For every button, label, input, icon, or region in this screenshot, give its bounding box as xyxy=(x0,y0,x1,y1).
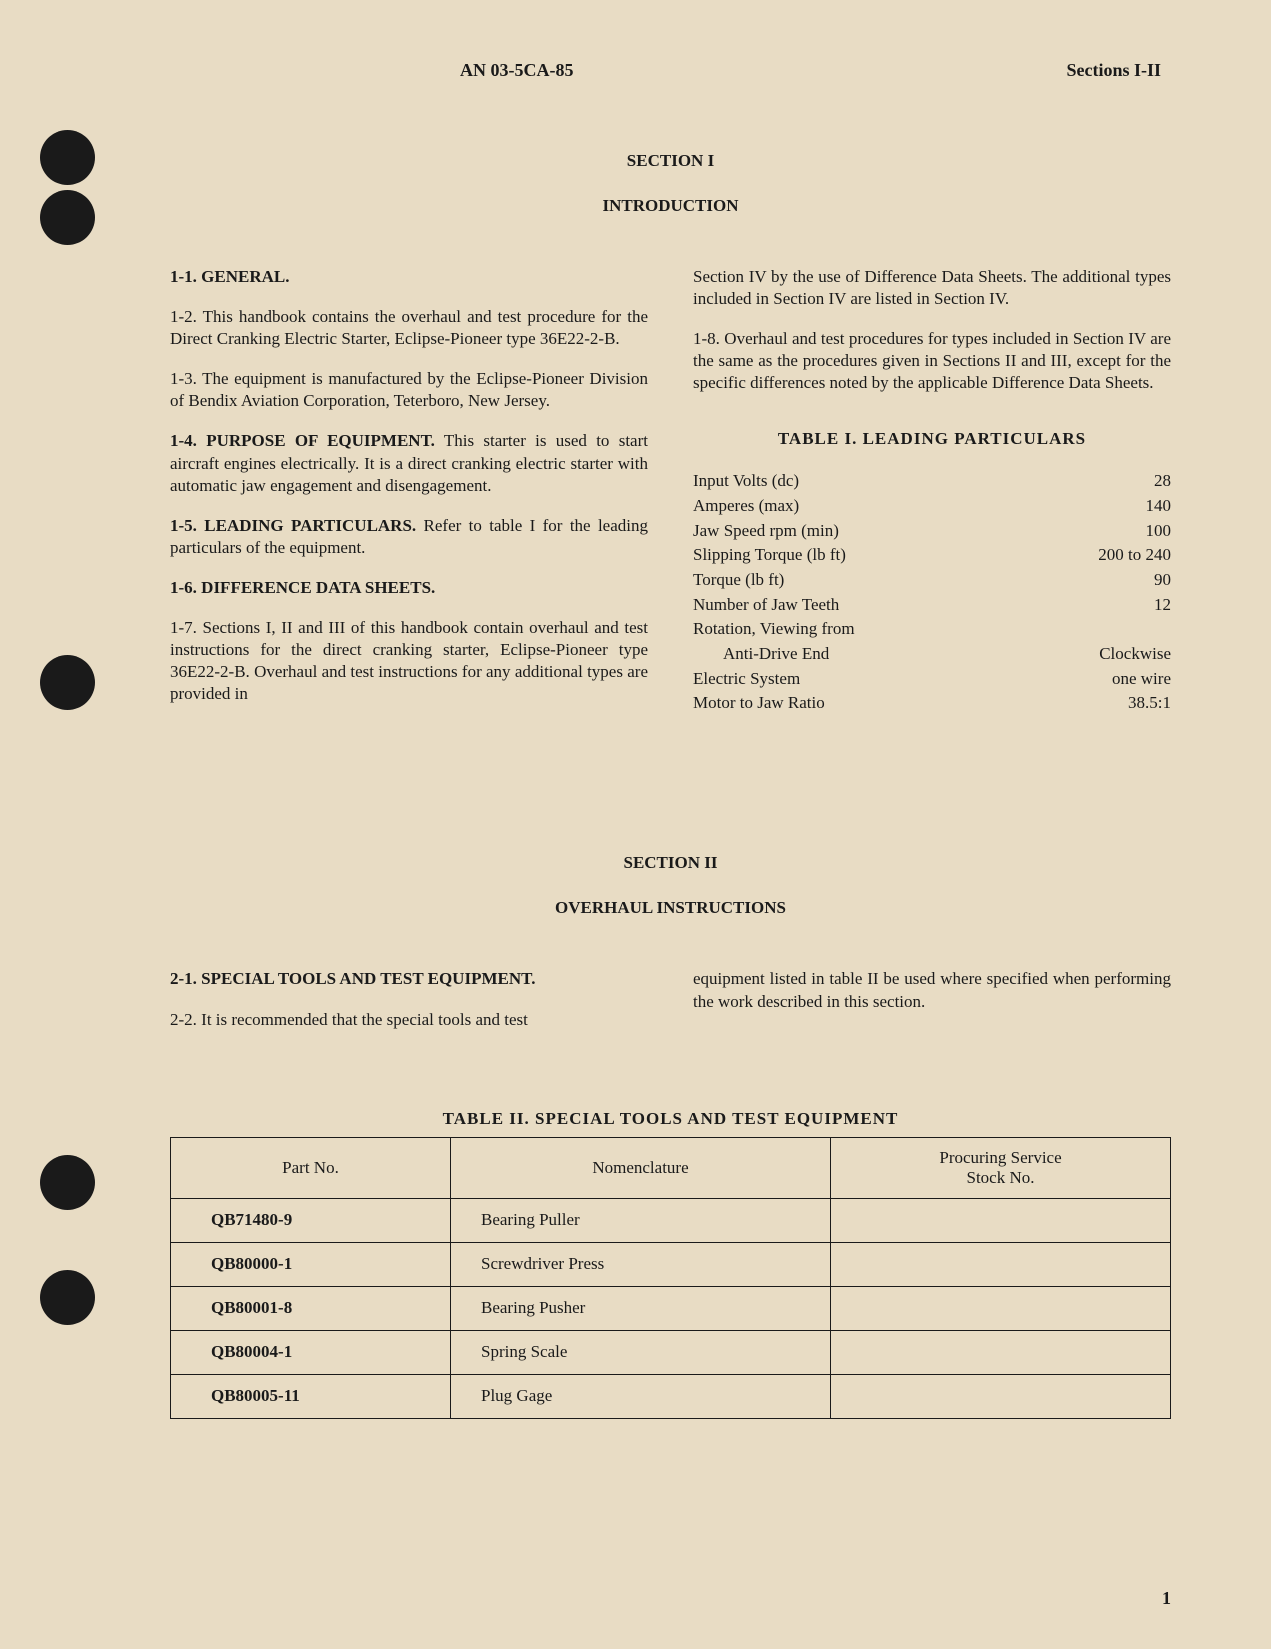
para-1-6-heading: 1-6. DIFFERENCE DATA SHEETS. xyxy=(170,578,435,597)
document-page: AN 03-5CA-85 Sections I-II SECTION I INT… xyxy=(0,0,1271,1649)
table2-row: QB80004-1Spring Scale xyxy=(171,1330,1171,1374)
doc-number: AN 03-5CA-85 xyxy=(460,60,573,81)
table2-nomenclature: Bearing Puller xyxy=(451,1198,831,1242)
table2-part: QB80004-1 xyxy=(171,1330,451,1374)
table1-label: Input Volts (dc) xyxy=(693,469,799,494)
table2-row: QB80001-8Bearing Pusher xyxy=(171,1286,1171,1330)
table1-label: Jaw Speed rpm (min) xyxy=(693,519,839,544)
table1-row: Electric System one wire xyxy=(693,667,1171,692)
table1-label: Number of Jaw Teeth xyxy=(693,593,839,618)
table1: Input Volts (dc)28Amperes (max)140Jaw Sp… xyxy=(693,469,1171,715)
table1-value: 140 xyxy=(1146,494,1172,519)
table2-row: QB80000-1Screwdriver Press xyxy=(171,1242,1171,1286)
table2-row: QB80005-11Plug Gage xyxy=(171,1374,1171,1418)
section2: SECTION II OVERHAUL INSTRUCTIONS 2-1. SP… xyxy=(170,853,1171,1418)
para-1-2: 1-2. This handbook contains the overhaul… xyxy=(170,306,648,350)
right-column: equipment listed in table II be used whe… xyxy=(693,968,1171,1048)
section2-title: SECTION II xyxy=(170,853,1171,873)
table2-stock xyxy=(831,1198,1171,1242)
table2-header-part: Part No. xyxy=(171,1137,451,1198)
page-number: 1 xyxy=(1162,1588,1171,1609)
table1-value: 100 xyxy=(1146,519,1172,544)
left-column: 2-1. SPECIAL TOOLS AND TEST EQUIPMENT. 2… xyxy=(170,968,648,1048)
table1-title: TABLE I. LEADING PARTICULARS xyxy=(693,429,1171,449)
table2-stock xyxy=(831,1374,1171,1418)
table2: Part No. Nomenclature Procuring ServiceS… xyxy=(170,1137,1171,1419)
para-2-2-cont: equipment listed in table II be used whe… xyxy=(693,968,1171,1012)
table1-row: Jaw Speed rpm (min) 100 xyxy=(693,519,1171,544)
section1-title: SECTION I xyxy=(170,151,1171,171)
para-2-1-heading: 2-1. SPECIAL TOOLS AND TEST EQUIPMENT. xyxy=(170,969,535,988)
table1-row: Input Volts (dc) 28 xyxy=(693,469,1171,494)
table1-value: 200 to 240 xyxy=(1098,543,1171,568)
table1-label: Anti-Drive End xyxy=(693,642,829,667)
table2-stock xyxy=(831,1286,1171,1330)
table1-row: Anti-Drive End Clockwise xyxy=(693,642,1171,667)
table2-stock xyxy=(831,1242,1171,1286)
section2-content: 2-1. SPECIAL TOOLS AND TEST EQUIPMENT. 2… xyxy=(170,968,1171,1048)
header-sections: Sections I-II xyxy=(1066,60,1161,81)
para-2-2: 2-2. It is recommended that the special … xyxy=(170,1009,648,1031)
para-1-5-heading: 1-5. LEADING PARTICULARS. xyxy=(170,516,416,535)
table2-nomenclature: Plug Gage xyxy=(451,1374,831,1418)
table1-value: 90 xyxy=(1154,568,1171,593)
table1-label: Torque (lb ft) xyxy=(693,568,784,593)
left-column: 1-1. GENERAL. 1-2. This handbook contain… xyxy=(170,266,648,723)
table1-label: Motor to Jaw Ratio xyxy=(693,691,825,716)
table2-part: QB80000-1 xyxy=(171,1242,451,1286)
table2-part: QB71480-9 xyxy=(171,1198,451,1242)
para-1-3: 1-3. The equipment is manufactured by th… xyxy=(170,368,648,412)
table2-header-row: Part No. Nomenclature Procuring ServiceS… xyxy=(171,1137,1171,1198)
table2-stock xyxy=(831,1330,1171,1374)
table1-row: Rotation, Viewing from xyxy=(693,617,1171,642)
table2-nomenclature: Screwdriver Press xyxy=(451,1242,831,1286)
section2-subtitle: OVERHAUL INSTRUCTIONS xyxy=(170,898,1171,918)
table1-row: Motor to Jaw Ratio 38.5:1 xyxy=(693,691,1171,716)
table2-header-stock: Procuring ServiceStock No. xyxy=(831,1137,1171,1198)
para-1-4-heading: 1-4. PURPOSE OF EQUIPMENT. xyxy=(170,431,435,450)
table1-value: 38.5:1 xyxy=(1128,691,1171,716)
table1-label: Rotation, Viewing from xyxy=(693,617,855,642)
table2-row: QB71480-9Bearing Puller xyxy=(171,1198,1171,1242)
section1-content: 1-1. GENERAL. 1-2. This handbook contain… xyxy=(170,266,1171,723)
table1-row: Amperes (max) 140 xyxy=(693,494,1171,519)
table1-value: 12 xyxy=(1154,593,1171,618)
table1-label: Amperes (max) xyxy=(693,494,799,519)
section1-subtitle: INTRODUCTION xyxy=(170,196,1171,216)
table1-value: Clockwise xyxy=(1099,642,1171,667)
para-1-1-heading: 1-1. GENERAL. xyxy=(170,267,289,286)
table1-label: Electric System xyxy=(693,667,800,692)
table1-label: Slipping Torque (lb ft) xyxy=(693,543,846,568)
table2-part: QB80005-11 xyxy=(171,1374,451,1418)
table1-row: Number of Jaw Teeth 12 xyxy=(693,593,1171,618)
table2-nomenclature: Spring Scale xyxy=(451,1330,831,1374)
table1-value: 28 xyxy=(1154,469,1171,494)
table1-value: one wire xyxy=(1112,667,1171,692)
right-column: Section IV by the use of Difference Data… xyxy=(693,266,1171,723)
table2-header-nomenclature: Nomenclature xyxy=(451,1137,831,1198)
table2-part: QB80001-8 xyxy=(171,1286,451,1330)
para-1-8: 1-8. Overhaul and test procedures for ty… xyxy=(693,328,1171,394)
table2-title: TABLE II. SPECIAL TOOLS AND TEST EQUIPME… xyxy=(170,1109,1171,1129)
table2-nomenclature: Bearing Pusher xyxy=(451,1286,831,1330)
table1-row: Torque (lb ft) 90 xyxy=(693,568,1171,593)
para-1-7-cont: Section IV by the use of Difference Data… xyxy=(693,266,1171,310)
page-header: AN 03-5CA-85 Sections I-II xyxy=(170,60,1171,81)
table1-row: Slipping Torque (lb ft) 200 to 240 xyxy=(693,543,1171,568)
para-1-7: 1-7. Sections I, II and III of this hand… xyxy=(170,617,648,705)
